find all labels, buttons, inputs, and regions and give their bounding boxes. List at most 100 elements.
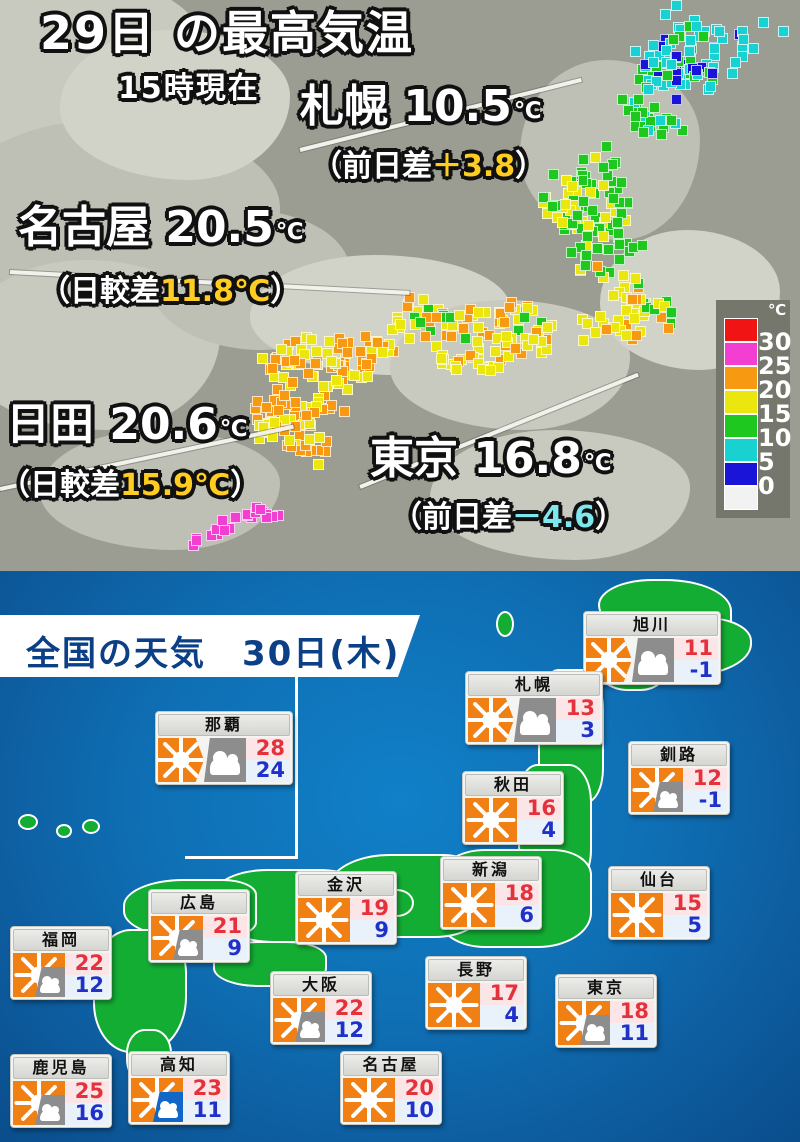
forecast-body: 19 9	[298, 898, 394, 942]
forecast-box[interactable]: 高知 23 11	[128, 1051, 230, 1125]
temperature-readout: 28 24	[246, 738, 290, 782]
observation-dot	[662, 70, 673, 81]
forecast-box[interactable]: 大阪 22 12	[270, 971, 372, 1045]
forecast-city-name: 金沢	[298, 874, 394, 896]
observation-dot	[709, 43, 720, 54]
sub-prefix: （前日差	[392, 500, 512, 535]
observation-dot	[451, 364, 462, 375]
observation-dot	[714, 26, 725, 37]
forecast-box[interactable]: 福岡 22 12	[10, 926, 112, 1000]
observation-dot	[290, 336, 301, 347]
sub-suffix: ）	[595, 500, 626, 535]
temperature-readout: 20 10	[395, 1078, 439, 1122]
observation-dot	[485, 365, 496, 376]
observation-dot	[331, 375, 342, 386]
sun-icon	[343, 1078, 395, 1122]
forecast-body: 15 5	[611, 893, 707, 937]
observation-dot	[418, 294, 429, 305]
forecast-box[interactable]: 旭川 11 -1	[583, 611, 721, 685]
callout-city: 札幌	[300, 81, 388, 132]
scale-tick-label: 20	[758, 376, 792, 404]
observation-dot	[572, 210, 583, 221]
forecast-box[interactable]: 鹿児島 25 16	[10, 1054, 112, 1128]
scale-swatch	[724, 366, 758, 390]
observation-dot	[446, 331, 457, 342]
observation-dot	[592, 243, 603, 254]
observation-dot	[230, 512, 241, 523]
observation-dot	[310, 358, 321, 369]
sub-prefix: （日較差	[0, 468, 120, 503]
observation-dot	[691, 21, 702, 32]
forecast-city-name: 秋田	[465, 774, 561, 796]
low-temperature: 9	[203, 938, 247, 960]
observation-dot	[306, 334, 317, 345]
forecast-body: 18 11	[558, 1001, 654, 1045]
forecast-title: 全国の天気 30日(木)	[26, 634, 401, 674]
observation-dot	[287, 377, 298, 388]
forecast-box[interactable]: 釧路 12 -1	[628, 741, 730, 815]
low-temperature: 4	[517, 820, 561, 842]
forecast-box[interactable]: 金沢 19 9	[295, 871, 397, 945]
observation-dot	[629, 313, 640, 324]
observation-dot	[648, 57, 659, 68]
observation-dot	[598, 231, 609, 242]
observation-dot	[339, 406, 350, 417]
high-temperature: 12	[683, 768, 727, 790]
forecast-box[interactable]: 仙台 15 5	[608, 866, 710, 940]
observation-dot	[603, 244, 614, 255]
scale-tick-label: 10	[758, 424, 792, 452]
low-temperature: 4	[480, 1005, 524, 1027]
observation-dot	[601, 324, 612, 335]
observation-dot	[289, 355, 300, 366]
temperature-readout: 16 4	[517, 798, 561, 842]
forecast-box[interactable]: 秋田 16 4	[462, 771, 564, 845]
forecast-box[interactable]: 新潟 18 6	[440, 856, 542, 930]
observation-dot	[458, 323, 469, 334]
observation-dot	[582, 231, 593, 242]
observation-dot	[705, 81, 716, 92]
forecast-box[interactable]: 長野 17 4	[425, 956, 527, 1030]
high-temperature: 19	[350, 898, 394, 920]
observation-dot	[269, 417, 280, 428]
observation-dot	[660, 9, 671, 20]
observation-dot	[272, 384, 283, 395]
observation-dot	[372, 337, 383, 348]
observation-dot	[252, 396, 263, 407]
forecast-box[interactable]: 広島 21 9	[148, 889, 250, 963]
observation-dot	[303, 368, 314, 379]
observation-dot	[557, 217, 568, 228]
observation-dot	[748, 43, 759, 54]
sun-icon	[13, 1081, 65, 1125]
observation-dot	[583, 220, 594, 231]
callout-nagoya-sub: （日較差11.8℃）	[40, 277, 300, 307]
observation-dot	[758, 17, 769, 28]
forecast-box[interactable]: 札幌 13 3	[465, 671, 603, 745]
temperature-readout: 17 4	[480, 983, 524, 1027]
sun-icon	[298, 898, 350, 942]
forecast-box[interactable]: 東京 18 11	[555, 974, 657, 1048]
observation-dot	[342, 347, 353, 358]
observation-dot	[578, 196, 589, 207]
okinawa-inset-frame	[185, 666, 298, 859]
sub-value: 15.9℃	[120, 468, 231, 503]
observation-dot	[643, 84, 654, 95]
temperature-readout: 11 -1	[674, 638, 718, 682]
forecast-body: 23 11	[131, 1078, 227, 1122]
sun-icon	[131, 1078, 183, 1122]
sun-icon	[443, 883, 495, 927]
observation-dot	[454, 310, 465, 321]
sub-value: ＋3.8	[432, 149, 516, 184]
observation-dot	[267, 363, 278, 374]
forecast-body: 16 4	[465, 798, 561, 842]
observation-dot	[630, 46, 641, 57]
forecast-box[interactable]: 名古屋 20 10	[340, 1051, 442, 1125]
scale-swatch	[724, 486, 758, 510]
forecast-box[interactable]: 那覇 28 24	[155, 711, 293, 785]
callout-value: 20.5	[165, 202, 274, 253]
high-temperature: 15	[663, 893, 707, 915]
observation-dot	[730, 57, 741, 68]
sub-prefix: （日較差	[40, 274, 160, 309]
callout-sapporo-sub: （前日差＋3.8）	[312, 152, 545, 182]
observation-dot	[261, 402, 272, 413]
forecast-city-name: 仙台	[611, 869, 707, 891]
